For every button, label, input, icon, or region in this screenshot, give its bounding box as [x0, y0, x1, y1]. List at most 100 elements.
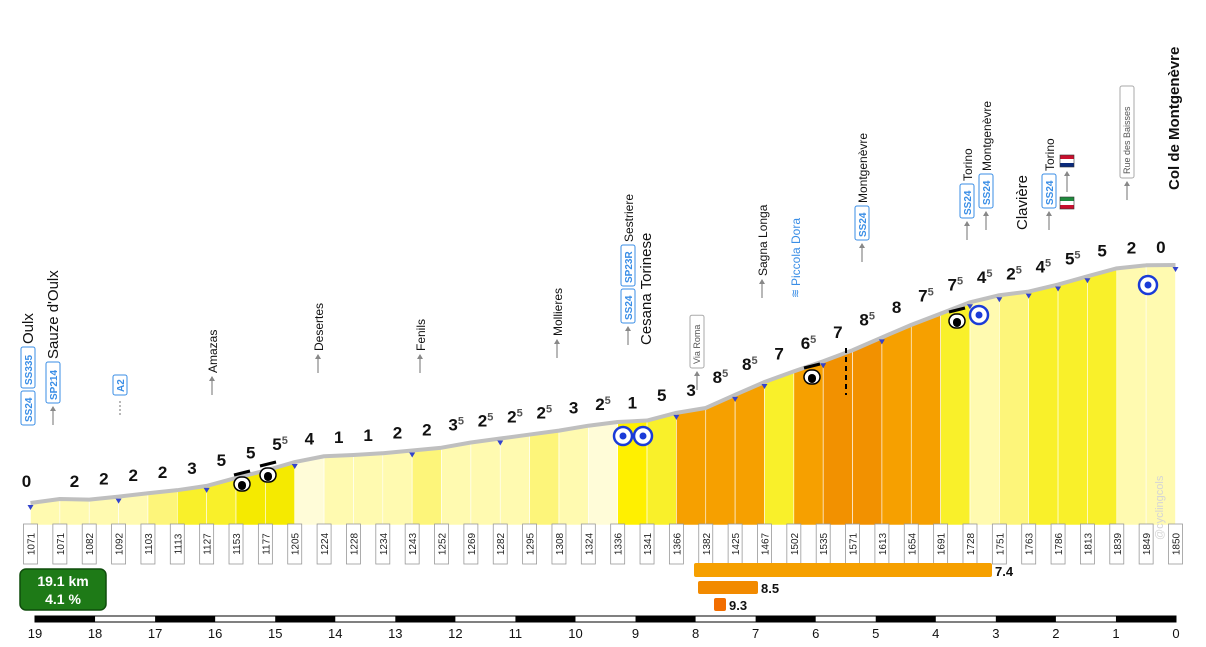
- waypoint: Sagna Longa: [756, 204, 770, 298]
- elevation-label: 1103: [144, 533, 155, 555]
- watermark: @cyclingcols: [1154, 475, 1166, 540]
- tunnel-icon: [233, 469, 251, 492]
- waypoint-label: Mollieres: [551, 288, 565, 336]
- elevation-label: 1082: [85, 532, 96, 555]
- svg-text:SS24: SS24: [624, 295, 635, 320]
- elevation-label: 1763: [1025, 532, 1036, 555]
- summary-box: 19.1 km 4.1 %: [19, 568, 107, 611]
- elevation-label: 1224: [320, 532, 331, 555]
- elevation-box: [610, 523, 626, 565]
- profile-segment: [1116, 264, 1147, 526]
- gradient-label: 2: [422, 421, 431, 440]
- elevation-label: 1850: [1172, 532, 1183, 555]
- elevation-box: [639, 523, 655, 565]
- waypoint-marker: [203, 487, 210, 493]
- profile-segment: [822, 349, 853, 526]
- axis-tick-label: 9: [632, 626, 639, 641]
- gradient-label: 75: [918, 287, 934, 306]
- gradient-labels: 0 2 2 2 2 3 5 5 55 4 1 1 2 2 35 25 25 25 3 25 1 5 385 85 765 785 8…: [22, 238, 1166, 491]
- profile-segment: [294, 455, 325, 526]
- waypoint: Fenils: [414, 319, 428, 373]
- gradient-label: 85: [859, 310, 875, 329]
- elevation-box: [287, 523, 303, 565]
- waypoint-label: Fenils: [414, 319, 428, 351]
- elevation-box: [668, 523, 684, 565]
- axis-tick-label: 19: [28, 626, 42, 641]
- elevation-box: [1138, 523, 1154, 565]
- axis-band: [515, 616, 576, 622]
- gradient-label: 2: [1127, 238, 1136, 257]
- waypoint-marker: [996, 297, 1003, 303]
- steep-section-value: 7.4: [995, 564, 1014, 579]
- elevation-box: [140, 523, 156, 565]
- profile-segment: [646, 412, 677, 526]
- elevation-label: 1366: [672, 532, 683, 555]
- profile-segment: [676, 407, 707, 526]
- waypoint-marker: [1084, 278, 1091, 284]
- svg-text:SS24: SS24: [1045, 180, 1056, 205]
- gradient-label: 0: [1156, 238, 1165, 257]
- gradient-label: 3: [569, 399, 578, 418]
- profile-segments: [30, 264, 1176, 526]
- waypoint-marker: [820, 363, 827, 369]
- gradient-label: 2: [99, 470, 108, 489]
- elevation-label: 1839: [1113, 532, 1124, 555]
- elevation-label: 1341: [643, 532, 654, 555]
- axis-tick-label: 7: [752, 626, 759, 641]
- profile-segment: [910, 313, 941, 526]
- waypoint-marker: [1025, 293, 1032, 299]
- elevation-box: [228, 523, 244, 565]
- profile-segment: [441, 442, 472, 526]
- profile-segment: [470, 438, 501, 526]
- elevation-box: [522, 523, 538, 565]
- road-line: [30, 263, 1176, 505]
- axis-band: [395, 616, 456, 622]
- elevation-box: [52, 523, 68, 565]
- axis-tick-label: 10: [568, 626, 582, 641]
- elevation-label: 1467: [760, 532, 771, 555]
- profile-segment: [558, 425, 589, 526]
- elevation-box: [1109, 523, 1125, 565]
- elevation-box: [580, 523, 596, 565]
- axis-tick-label: 16: [208, 626, 222, 641]
- elevation-label: 1295: [526, 532, 537, 555]
- waypoint-label: Sauze d'Oulx: [45, 270, 62, 359]
- roundabout-icon: [612, 425, 634, 447]
- elevation-label: 1282: [496, 532, 507, 555]
- elevation-box: [346, 523, 361, 565]
- gradient-label: 1: [334, 428, 343, 447]
- gradient-label: 3: [686, 381, 695, 400]
- elevation-label: 1654: [907, 532, 918, 555]
- waypoint-marker: [497, 440, 504, 446]
- svg-text:A2: A2: [116, 379, 127, 392]
- gradient-label: 2: [129, 466, 138, 485]
- elevation-labels: 1071 1071 1082 1092 1103 1113 1127 1153 1177 1205…: [23, 523, 1183, 565]
- svg-text:SS24: SS24: [963, 190, 974, 215]
- waypoint-marker: [732, 396, 739, 402]
- waypoint-label: Sestriere: [622, 194, 636, 242]
- gradient-label: 25: [478, 412, 494, 431]
- elevation-label: 1127: [203, 533, 214, 555]
- elevation-label: 1728: [966, 532, 977, 555]
- waypoint-label: Montgenèvre: [856, 133, 870, 203]
- summary-gradient: 4.1 %: [45, 591, 81, 607]
- waypoint-marker: [409, 452, 416, 458]
- gradient-label: 5: [657, 386, 666, 405]
- gradient-label: 85: [742, 355, 758, 374]
- elevation-box: [169, 523, 185, 565]
- gradient-label: 1: [363, 426, 372, 445]
- gradient-label: 4: [305, 429, 315, 448]
- profile-segment: [969, 294, 1000, 526]
- tunnel-icon: [803, 362, 821, 385]
- gradient-label: 2: [70, 472, 79, 491]
- axis-tick-label: 11: [509, 626, 523, 641]
- elevation-box: [257, 523, 273, 565]
- gradient-label: 7: [833, 323, 842, 342]
- elevation-label: 1243: [408, 532, 419, 555]
- gradient-label: 85: [713, 368, 729, 387]
- elevation-label: 1269: [467, 532, 478, 555]
- svg-text:SP23R: SP23R: [624, 251, 635, 283]
- elevation-label: 1324: [584, 532, 595, 555]
- waypoint: Amazas: [206, 330, 220, 395]
